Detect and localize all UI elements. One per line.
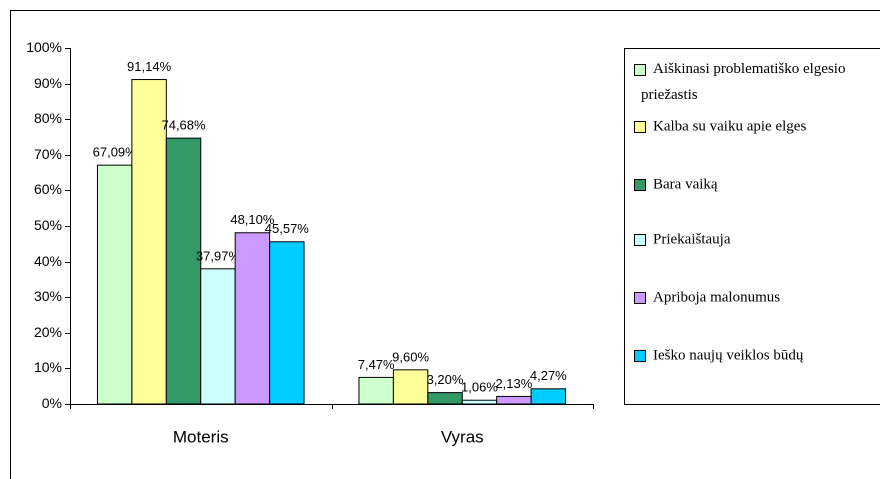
- legend-swatch: [634, 179, 646, 191]
- value-label: 1,06%: [461, 380, 498, 395]
- legend-label: Apriboja malonumus: [653, 289, 780, 305]
- bar: [234, 232, 271, 405]
- value-label: 3,20%: [427, 372, 464, 387]
- value-label: 48,10%: [230, 212, 275, 227]
- y-tick-label: 60%: [34, 181, 62, 197]
- legend-label: Bara vaiką: [653, 176, 718, 192]
- value-label: 9,60%: [392, 349, 429, 364]
- legend-swatch: [634, 292, 646, 304]
- y-tick-label: 30%: [34, 288, 62, 304]
- legend-swatch: [634, 350, 646, 362]
- legend-label: Aiškinasi problematiško elgesio priežasti…: [641, 61, 845, 103]
- legend-label-line: priežastis: [641, 87, 698, 103]
- y-tick-label: 70%: [34, 146, 62, 162]
- value-label: 67,09%: [93, 145, 138, 160]
- bar: [200, 268, 236, 405]
- value-label: 45,57%: [265, 221, 310, 236]
- y-tick-label: 20%: [34, 324, 62, 340]
- y-tick-label: 40%: [34, 253, 62, 269]
- legend-swatch: [634, 64, 646, 76]
- y-tick-label: 50%: [34, 217, 62, 233]
- bar: [96, 164, 133, 405]
- legend-swatch: [634, 121, 646, 133]
- value-label: 91,14%: [127, 59, 172, 74]
- legend-swatch: [634, 234, 646, 246]
- value-label: 37,97%: [196, 248, 241, 263]
- y-tick-label: 80%: [34, 110, 62, 126]
- y-tick-label: 10%: [34, 359, 62, 375]
- legend-label: Priekaištauja: [653, 231, 731, 247]
- value-label: 2,13%: [495, 376, 532, 391]
- bar: [530, 388, 567, 405]
- bar: [269, 241, 305, 405]
- y-tick-label: 100%: [26, 39, 62, 55]
- bar: [461, 399, 498, 405]
- bar: [427, 392, 463, 405]
- value-label: 4,27%: [530, 368, 567, 383]
- bar: [358, 376, 394, 405]
- value-label: 7,47%: [358, 357, 395, 372]
- legend-box: [624, 48, 880, 405]
- x-tick-label: Moteris: [173, 427, 229, 446]
- bar: [131, 79, 167, 405]
- legend-label: Ieško naujų veiklos būdų: [653, 347, 804, 363]
- legend-label-line: Aiškinasi problematiško elgesio: [653, 61, 845, 77]
- x-tick-label: Vyras: [441, 427, 484, 446]
- value-label: 74,68%: [161, 118, 206, 133]
- y-tick-label: 90%: [34, 75, 62, 91]
- bar: [392, 369, 429, 405]
- bar: [165, 137, 202, 405]
- y-tick-label: 0%: [42, 395, 62, 411]
- legend-label: Kalba su vaiku apie elges: [653, 118, 806, 134]
- bar: [496, 395, 532, 405]
